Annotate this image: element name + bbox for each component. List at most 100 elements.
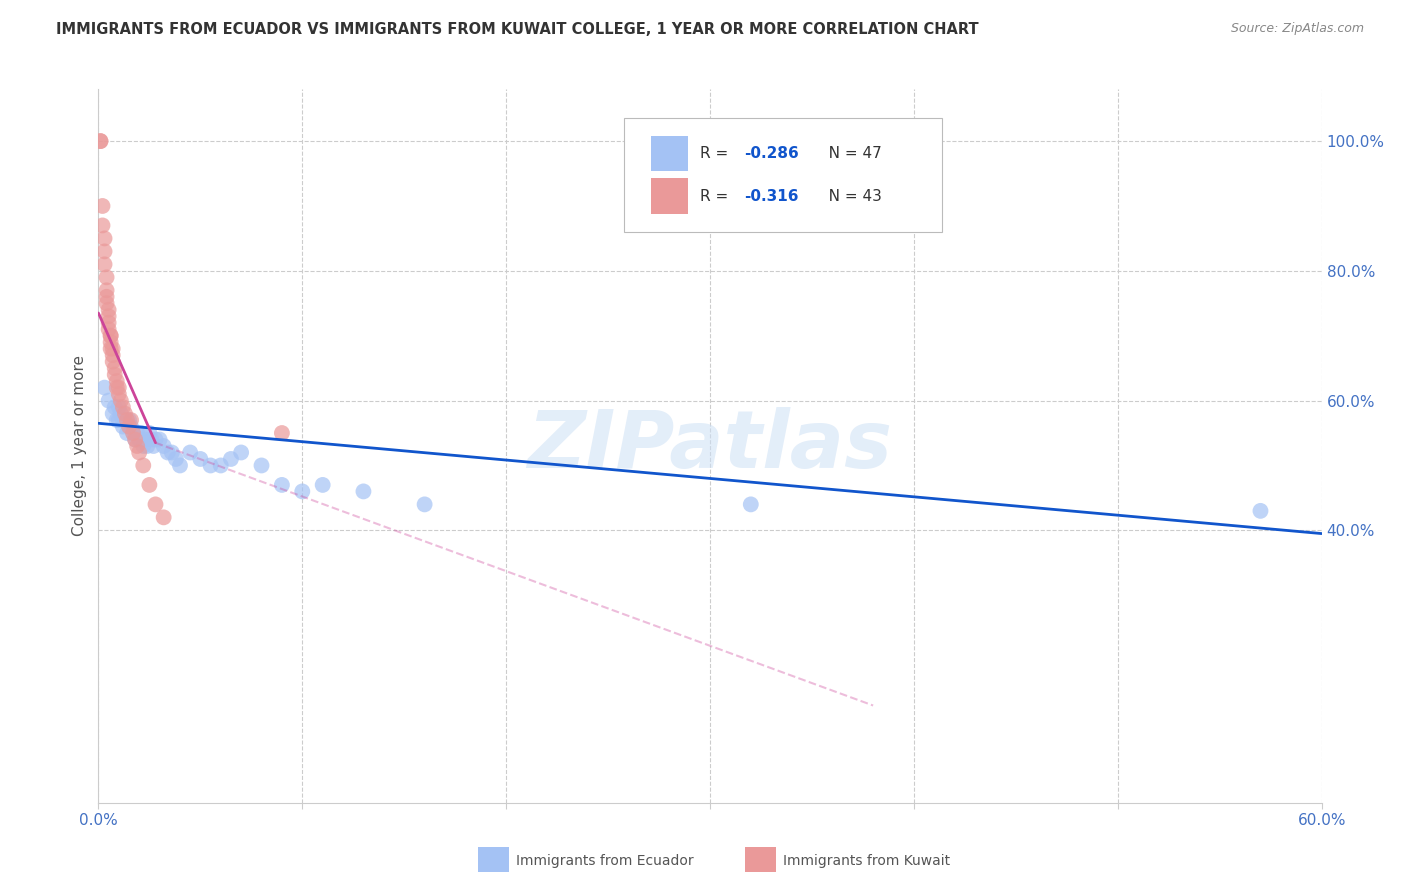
FancyBboxPatch shape bbox=[624, 118, 942, 232]
Point bbox=[93, 381, 115, 395]
Point bbox=[93, 257, 115, 271]
Point bbox=[128, 433, 150, 447]
Point bbox=[97, 302, 120, 317]
Point bbox=[740, 497, 762, 511]
Text: Immigrants from Kuwait: Immigrants from Kuwait bbox=[783, 854, 950, 868]
Point bbox=[231, 445, 253, 459]
Bar bbox=[651, 178, 688, 214]
Point bbox=[97, 393, 120, 408]
Point bbox=[105, 413, 128, 427]
Point bbox=[118, 419, 141, 434]
Point bbox=[132, 439, 155, 453]
Text: R =: R = bbox=[700, 189, 734, 203]
Point bbox=[108, 413, 131, 427]
Text: -0.316: -0.316 bbox=[744, 189, 799, 203]
Point bbox=[120, 413, 142, 427]
Point bbox=[179, 445, 201, 459]
Point bbox=[100, 328, 122, 343]
Point bbox=[156, 445, 179, 459]
Point bbox=[136, 439, 159, 453]
Point bbox=[105, 381, 128, 395]
Point bbox=[165, 452, 187, 467]
Point bbox=[96, 270, 118, 285]
Point bbox=[219, 452, 242, 467]
Point bbox=[97, 316, 120, 330]
Point bbox=[138, 478, 160, 492]
Point bbox=[97, 310, 120, 324]
Point bbox=[209, 458, 232, 473]
Point bbox=[270, 425, 294, 440]
Text: ZIPatlas: ZIPatlas bbox=[527, 407, 893, 485]
Point bbox=[110, 407, 132, 421]
Point bbox=[108, 400, 131, 414]
Bar bbox=[651, 136, 688, 171]
Text: R =: R = bbox=[700, 146, 734, 161]
Point bbox=[89, 134, 111, 148]
Point bbox=[142, 439, 165, 453]
Point bbox=[111, 413, 134, 427]
Point bbox=[312, 478, 335, 492]
Point bbox=[270, 478, 294, 492]
Point bbox=[138, 425, 160, 440]
Point bbox=[101, 354, 124, 368]
Point bbox=[169, 458, 191, 473]
Point bbox=[200, 458, 222, 473]
Point bbox=[111, 419, 134, 434]
Point bbox=[124, 433, 146, 447]
Point bbox=[96, 283, 118, 297]
Point bbox=[91, 199, 114, 213]
Point bbox=[122, 425, 145, 440]
Point bbox=[132, 458, 155, 473]
Point bbox=[104, 400, 127, 414]
Point bbox=[110, 393, 132, 408]
Point bbox=[93, 231, 115, 245]
Point bbox=[118, 419, 141, 434]
Point bbox=[145, 497, 167, 511]
Point bbox=[108, 381, 131, 395]
Point bbox=[127, 439, 149, 453]
Point bbox=[160, 445, 183, 459]
Point bbox=[100, 335, 122, 350]
Point bbox=[352, 484, 374, 499]
Point bbox=[101, 407, 124, 421]
Point bbox=[250, 458, 273, 473]
Point bbox=[134, 433, 156, 447]
Point bbox=[91, 219, 114, 233]
Point bbox=[118, 413, 141, 427]
Point bbox=[111, 400, 134, 414]
Point bbox=[105, 374, 128, 388]
Point bbox=[122, 425, 145, 440]
Point bbox=[101, 348, 124, 362]
Y-axis label: College, 1 year or more: College, 1 year or more bbox=[72, 356, 87, 536]
Point bbox=[97, 322, 120, 336]
Point bbox=[100, 342, 122, 356]
Point bbox=[152, 510, 174, 524]
Point bbox=[115, 413, 138, 427]
Point bbox=[104, 368, 127, 382]
Text: Source: ZipAtlas.com: Source: ZipAtlas.com bbox=[1230, 22, 1364, 36]
Point bbox=[129, 425, 152, 440]
Point bbox=[115, 425, 138, 440]
Point bbox=[96, 290, 118, 304]
Text: IMMIGRANTS FROM ECUADOR VS IMMIGRANTS FROM KUWAIT COLLEGE, 1 YEAR OR MORE CORREL: IMMIGRANTS FROM ECUADOR VS IMMIGRANTS FR… bbox=[56, 22, 979, 37]
Point bbox=[127, 425, 149, 440]
Point bbox=[188, 452, 212, 467]
Text: Immigrants from Ecuador: Immigrants from Ecuador bbox=[516, 854, 693, 868]
Text: N = 47: N = 47 bbox=[814, 146, 882, 161]
Point bbox=[120, 419, 142, 434]
Point bbox=[413, 497, 436, 511]
Point bbox=[108, 387, 131, 401]
Point bbox=[145, 433, 167, 447]
Point bbox=[152, 439, 174, 453]
Point bbox=[114, 407, 136, 421]
Point bbox=[128, 445, 150, 459]
Point bbox=[1249, 504, 1271, 518]
Point bbox=[141, 433, 163, 447]
Point bbox=[149, 433, 172, 447]
Point bbox=[100, 328, 122, 343]
Point bbox=[124, 433, 146, 447]
Text: N = 43: N = 43 bbox=[814, 189, 882, 203]
Point bbox=[93, 244, 115, 259]
Text: -0.286: -0.286 bbox=[744, 146, 799, 161]
Point bbox=[96, 296, 118, 310]
